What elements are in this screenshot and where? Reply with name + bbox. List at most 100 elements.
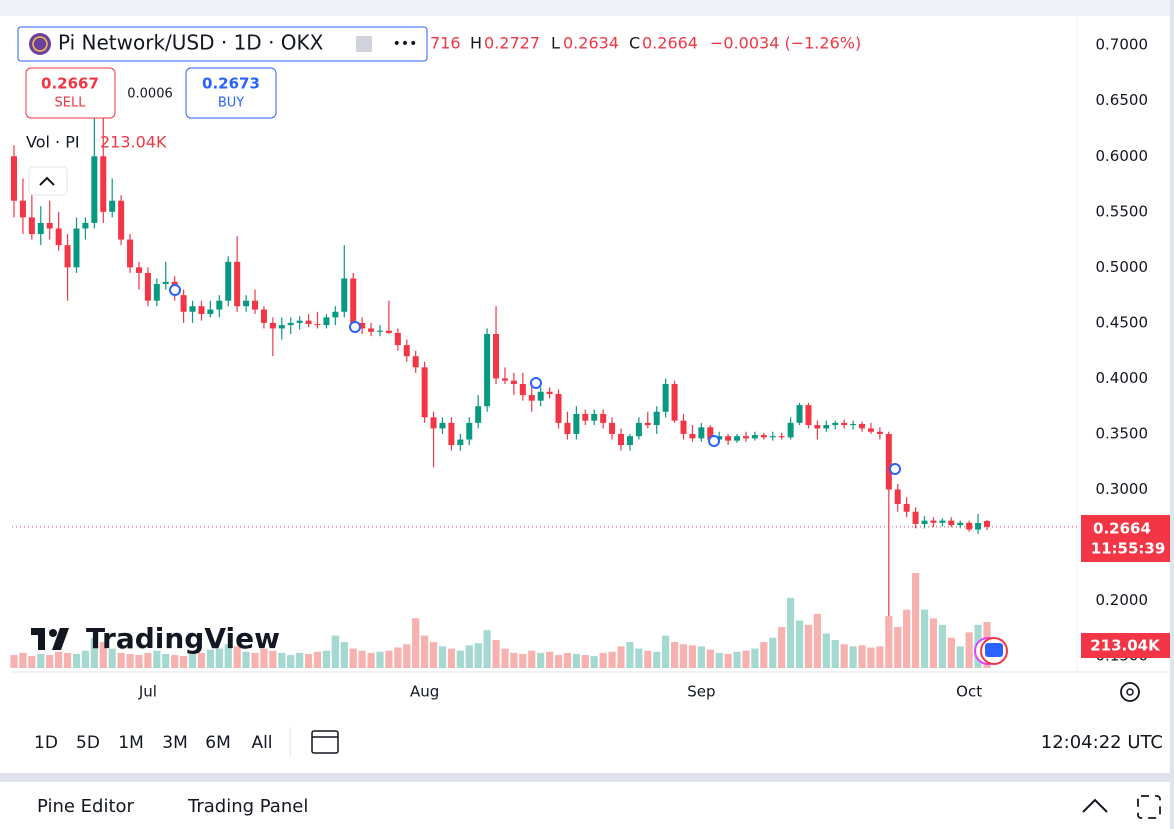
candle-body — [243, 300, 250, 307]
volume-bar — [688, 645, 697, 668]
volume-bar — [519, 653, 527, 668]
buy-label[interactable]: BUY — [218, 96, 244, 111]
volume-bar — [206, 649, 214, 668]
buy-button[interactable] — [185, 67, 277, 119]
volume-legend-value: 213.04K — [100, 133, 167, 152]
volume-bar — [662, 635, 670, 668]
y-tick-label: 0.2000 — [1096, 591, 1149, 609]
price-tag-countdown: 11:55:39 — [1091, 540, 1166, 558]
range-button[interactable]: All — [251, 733, 272, 753]
range-button[interactable]: 1D — [34, 733, 58, 753]
candle-body — [591, 413, 598, 421]
volume-bar — [956, 646, 964, 668]
volume-bar — [751, 648, 759, 668]
volume-bar — [510, 652, 518, 668]
symbol-logo-ring — [32, 36, 48, 52]
volume-bar — [581, 655, 589, 668]
volume-legend-label: Vol · PI — [26, 133, 80, 152]
candle-body — [287, 322, 294, 326]
volume-bar — [296, 652, 304, 668]
event-marker[interactable] — [349, 321, 361, 333]
event-marker[interactable] — [708, 435, 720, 447]
y-tick-label: 0.6500 — [1096, 91, 1149, 109]
trading-panel-tab[interactable]: Trading Panel — [187, 796, 308, 817]
candle-body — [180, 295, 187, 312]
candle-body — [680, 420, 687, 434]
volume-bar — [188, 653, 197, 668]
volume-bar — [55, 651, 63, 668]
expand-panel-button[interactable] — [1082, 798, 1108, 813]
volume-bar — [126, 653, 134, 668]
x-tick-label: Oct — [956, 683, 982, 701]
maximize-panel-button[interactable] — [1137, 795, 1161, 819]
volume-bar — [787, 597, 795, 668]
candle-body — [573, 413, 580, 434]
more-button[interactable]: ••• — [393, 36, 418, 52]
plot: 0.7000 0.6500 0.6000 0.5500 0.5000 0.4500 0.40… — [10, 36, 1148, 701]
candle-body — [37, 222, 44, 235]
event-marker[interactable] — [889, 463, 901, 475]
y-tick-label: 0.6000 — [1096, 147, 1149, 165]
symbol-box[interactable] — [17, 26, 428, 62]
volume-bar — [180, 656, 188, 668]
volume-bar — [28, 656, 36, 668]
volume-bar — [269, 650, 277, 668]
right-border — [1170, 0, 1174, 829]
y-tick-label: 0.4500 — [1096, 313, 1149, 331]
candle-body — [921, 520, 928, 524]
candle-body — [814, 425, 821, 429]
candles — [11, 111, 990, 617]
candle-body — [153, 284, 160, 301]
range-button[interactable]: 6M — [205, 733, 230, 753]
candle-body — [832, 422, 839, 426]
flag-button[interactable] — [356, 36, 372, 52]
range-button[interactable]: 1M — [118, 733, 143, 753]
overlay: TradingView Pi Network/USD · 1D · OKX ••… — [17, 26, 1170, 819]
volume-bar — [215, 648, 223, 668]
volume-bar — [394, 647, 402, 668]
clock: 12:04:22 UTC — [1041, 732, 1163, 753]
candle-body — [778, 436, 785, 438]
volume-bar — [795, 620, 804, 668]
range-button[interactable]: 3M — [162, 733, 187, 753]
range-buttons: 1D 5D 1M 3M 6M All — [34, 733, 272, 753]
volume-bar — [528, 650, 536, 668]
candle-body — [127, 239, 134, 268]
volume-bar — [465, 645, 473, 668]
candle-body — [609, 422, 616, 434]
volume-bar — [367, 652, 375, 668]
candle-body — [475, 406, 482, 423]
pine-editor-tab[interactable]: Pine Editor — [37, 796, 135, 817]
candle-body — [109, 200, 116, 212]
symbol-name[interactable]: Pi Network/USD · 1D · OKX — [58, 31, 324, 55]
range-button[interactable]: 5D — [76, 733, 100, 753]
candle-body — [11, 156, 17, 201]
candle-body — [876, 431, 883, 434]
low-label: L — [551, 34, 560, 53]
volume-bar — [376, 651, 384, 668]
volume-bar — [331, 635, 339, 668]
sell-label[interactable]: SELL — [55, 96, 87, 111]
date-range-button[interactable] — [311, 730, 339, 754]
collapse-icon — [39, 176, 55, 186]
buy-price[interactable]: 0.2673 — [202, 75, 260, 93]
candle-body — [296, 320, 303, 323]
candle-body — [912, 511, 919, 524]
volume-bar — [929, 618, 938, 668]
event-marker[interactable] — [530, 377, 542, 389]
volume-bar — [233, 646, 241, 668]
volume-bar — [608, 651, 616, 668]
settings-button[interactable] — [1120, 682, 1140, 702]
volume-bar — [644, 650, 652, 668]
candle-body — [734, 436, 741, 441]
sell-price[interactable]: 0.2667 — [41, 75, 99, 93]
volume-bar — [90, 637, 98, 668]
sell-button[interactable] — [25, 67, 116, 119]
candle-body — [751, 435, 758, 439]
volume-bar — [278, 652, 286, 668]
event-marker[interactable] — [169, 284, 181, 296]
volume-bar — [938, 624, 946, 668]
candle-body — [957, 522, 964, 526]
candle-body — [144, 272, 151, 301]
collapse-legend-button[interactable] — [28, 166, 68, 196]
